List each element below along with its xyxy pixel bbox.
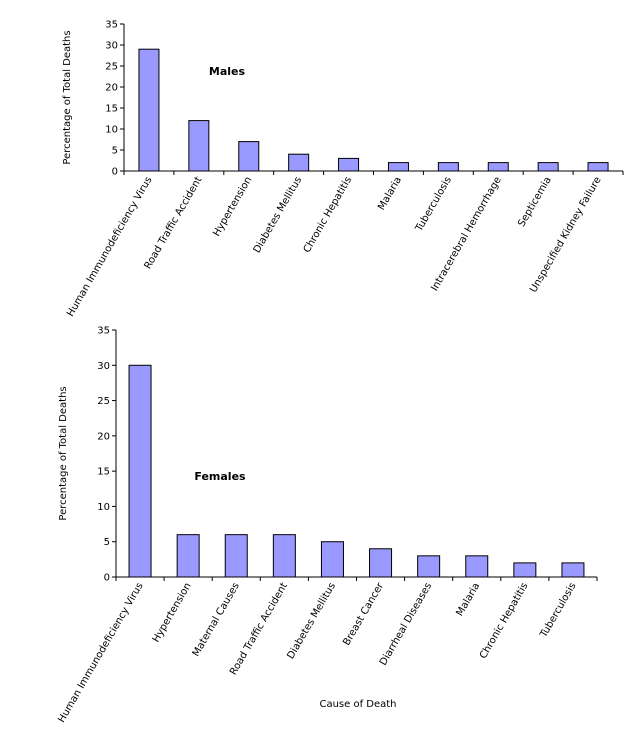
category-label: Human Immunodeficiency Virus [56, 581, 145, 725]
category-label: Diarrheal Diseases [378, 581, 434, 668]
chart-panel: 0 5 10 15 20 25 30 35 Human Immunodeficiency Vir… [62, 20, 624, 319]
y-tick-label: 0 [104, 573, 110, 584]
bar [238, 141, 260, 172]
category-label: Hypertension [151, 581, 194, 644]
x-axis-title: Cause of Death [319, 699, 396, 710]
y-tick-label: 15 [105, 104, 118, 115]
category-label: Human Immunodeficiency Virus [65, 175, 154, 319]
y-tick-label: 25 [105, 62, 118, 73]
y-tick-label: 10 [97, 502, 110, 513]
category-label: Diabetes Mellitus [252, 175, 305, 255]
y-tick-label: 20 [97, 431, 110, 442]
bar [176, 534, 200, 578]
category-label: Maternal Causes [191, 581, 242, 659]
y-tick-label: 10 [105, 125, 118, 136]
category-label: Diabetes Mellitus [285, 581, 338, 661]
y-tick-label: 0 [112, 167, 118, 178]
bar [561, 562, 585, 578]
bar [587, 162, 609, 172]
category-label: Hypertension [211, 175, 254, 238]
y-tick-label: 30 [97, 361, 110, 372]
y-tick-label: 5 [112, 146, 118, 157]
bar [288, 153, 310, 172]
category-label: Tuberculosis [538, 581, 579, 640]
y-tick-label: 25 [97, 396, 110, 407]
bar [387, 162, 409, 172]
y-tick-label: 35 [105, 20, 118, 31]
y-tick-label: 20 [105, 83, 118, 94]
category-label: Malaria [376, 175, 404, 212]
category-label: Chronic Hepatitis [478, 581, 530, 661]
panel-annotation: Males [209, 65, 246, 78]
bar [417, 555, 441, 578]
y-axis-title: Percentage of Total Deaths [58, 386, 69, 520]
bar [272, 534, 296, 578]
category-label: Septicemia [516, 175, 553, 229]
chart-panel: 0 5 10 15 20 25 30 35 Human Immunodeficiency Vir… [56, 326, 598, 725]
y-tick-label: 5 [104, 537, 110, 548]
y-tick-label: 30 [105, 41, 118, 52]
bar [128, 364, 152, 578]
y-axis-title: Percentage of Total Deaths [62, 30, 73, 164]
y-tick-label: 35 [97, 326, 110, 337]
category-label: Road Traffic Accident [228, 581, 290, 677]
bar [465, 555, 489, 578]
category-label: Malaria [454, 581, 482, 618]
y-tick-label: 15 [97, 467, 110, 478]
panel-annotation: Females [194, 470, 246, 483]
bar [338, 157, 360, 172]
category-label: Tuberculosis [413, 175, 454, 234]
bar [188, 120, 210, 172]
bar [487, 162, 509, 172]
category-label: Road Traffic Accident [143, 175, 205, 271]
bar [138, 48, 160, 172]
bar [224, 534, 248, 578]
bar [320, 541, 344, 578]
bar [537, 162, 559, 172]
category-label: Chronic Hepatitis [302, 175, 354, 255]
category-label: Breast Cancer [341, 580, 386, 647]
bar [369, 548, 393, 578]
bar [513, 562, 537, 578]
bar [437, 162, 459, 172]
